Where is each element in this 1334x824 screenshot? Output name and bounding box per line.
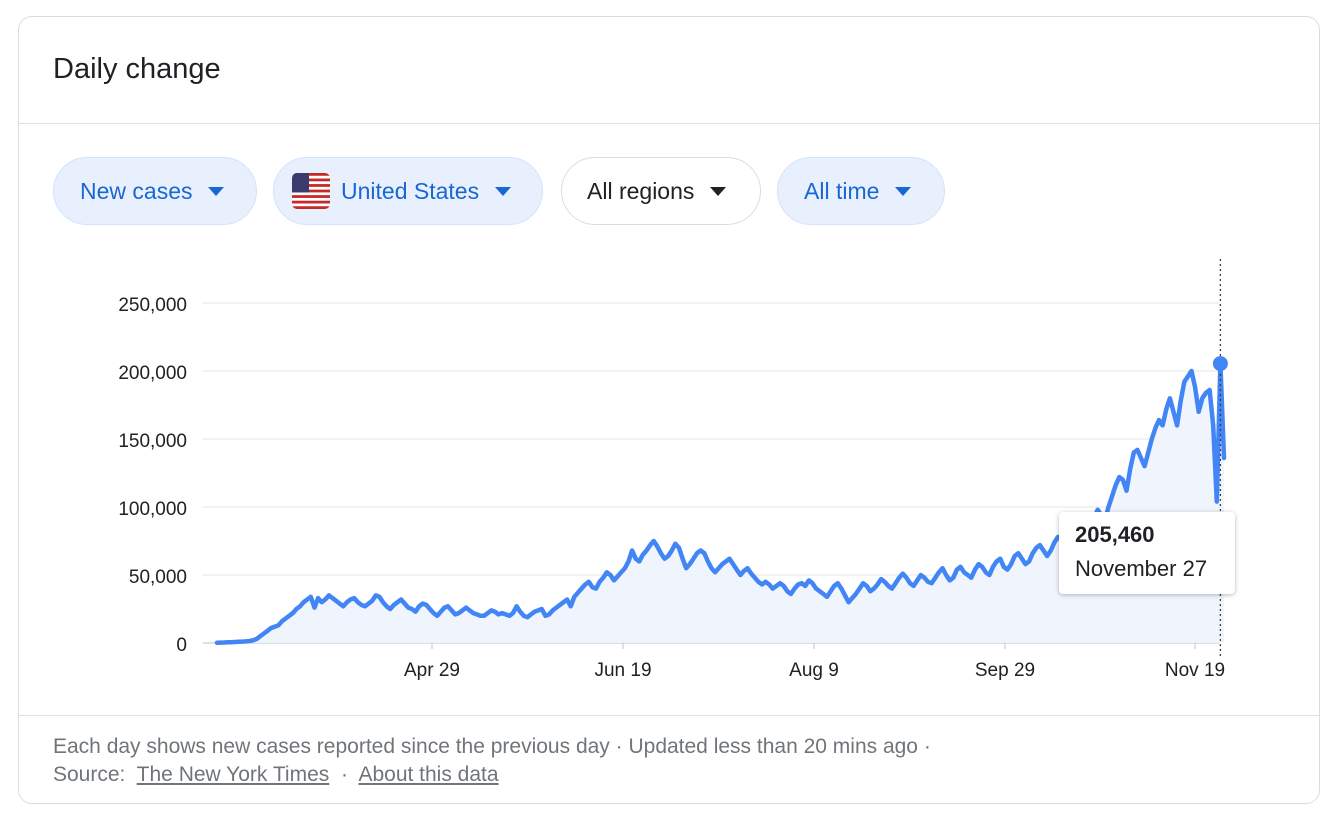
source-label: Source: [53,763,126,786]
y-tick-label: 200,000 [118,363,187,384]
x-tick-label: Nov 19 [1165,660,1225,681]
y-tick-label: 0 [176,635,187,656]
chevron-down-icon [710,186,727,196]
source-link[interactable]: The New York Times [136,763,330,786]
metric-dropdown[interactable]: New cases [53,157,257,225]
chevron-down-icon [895,186,912,196]
y-tick-label: 100,000 [118,499,187,520]
footer-separator: · [340,763,348,786]
tooltip-date: November 27 [1075,556,1208,581]
daily-change-card: Daily change New cases United States All… [18,16,1320,804]
chart-tooltip: 205,460 November 27 [1059,512,1235,594]
footer-divider [19,715,1319,716]
region-dropdown[interactable]: All regions [561,157,761,225]
y-tick-label: 150,000 [118,431,187,452]
us-flag-icon [292,173,330,209]
y-tick-label: 50,000 [129,567,187,588]
country-dropdown[interactable]: United States [273,157,543,225]
highlight-point[interactable] [1212,356,1228,372]
about-data-link[interactable]: About this data [358,763,499,786]
time-range-dropdown-label: All time [804,177,880,204]
tooltip-value: 205,460 [1075,522,1155,547]
cases-area [217,363,1224,643]
x-tick-label: Sep 29 [975,660,1035,681]
x-tick-label: Apr 29 [404,660,460,681]
time-range-dropdown[interactable]: All time [777,157,945,225]
country-dropdown-label: United States [341,177,480,204]
cases-line [214,361,1227,645]
x-tick-label: Jun 19 [594,660,651,681]
card-title: Daily change [53,53,221,85]
y-tick-label: 250,000 [118,295,187,316]
daily-cases-chart[interactable]: 0 50,000 100,000 150,000 200,000 250,000 Apr 2… [19,17,1320,717]
x-tick-label: Aug 9 [789,660,839,681]
metric-dropdown-label: New cases [80,177,193,204]
chevron-down-icon [208,186,225,196]
footer: Each day shows new cases reported since … [53,733,931,789]
chevron-down-icon [495,186,512,196]
footer-description: Each day shows new cases reported since … [53,735,931,758]
header-divider [19,123,1319,124]
region-dropdown-label: All regions [587,177,695,204]
